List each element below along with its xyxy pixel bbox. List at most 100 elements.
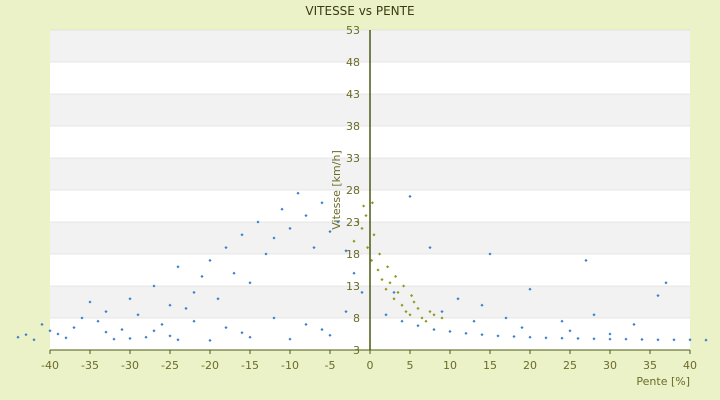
- data-point: [388, 281, 392, 285]
- data-points: [16, 191, 708, 342]
- x-tick-label: 35: [643, 359, 657, 372]
- x-tick-label: 10: [443, 359, 457, 372]
- data-point: [704, 338, 708, 342]
- data-point: [144, 335, 148, 339]
- data-point: [386, 265, 390, 269]
- data-point: [420, 316, 424, 320]
- data-point: [320, 327, 324, 332]
- data-point: [288, 226, 292, 230]
- data-point: [480, 333, 484, 337]
- data-point: [576, 336, 580, 341]
- data-point: [410, 294, 414, 298]
- data-point: [496, 334, 500, 338]
- y-tick-label: 3: [353, 344, 360, 357]
- x-tick-labels: -40 -35 -30 -25 -20 -15 -10 -5 0 5 10 15 20 25 30 35 40: [41, 350, 697, 372]
- y-axis-title: Vitesse [km/h]: [330, 150, 343, 230]
- data-point: [48, 329, 52, 333]
- data-point: [128, 336, 132, 341]
- x-tick-label: 20: [523, 359, 537, 372]
- data-point: [288, 337, 292, 341]
- data-point: [520, 326, 524, 330]
- data-point: [192, 319, 196, 323]
- data-point: [296, 191, 300, 195]
- data-point: [240, 331, 244, 335]
- data-point: [248, 335, 252, 339]
- x-tick-label: -25: [161, 359, 179, 372]
- data-point: [120, 327, 124, 332]
- data-point: [104, 330, 108, 334]
- data-point: [640, 337, 644, 341]
- x-tick-label: -10: [281, 359, 299, 372]
- data-point: [432, 327, 436, 332]
- data-point: [272, 316, 276, 320]
- data-point: [656, 338, 660, 342]
- data-point: [416, 324, 420, 328]
- data-point: [688, 338, 692, 342]
- data-point: [440, 310, 444, 314]
- data-point: [404, 310, 408, 314]
- chart-title: VITESSE vs PENTE: [305, 4, 414, 18]
- data-point: [416, 306, 420, 310]
- data-point: [544, 336, 548, 340]
- data-point: [184, 306, 188, 310]
- data-point: [376, 268, 380, 272]
- data-point: [400, 303, 404, 307]
- data-point: [568, 329, 572, 333]
- data-point: [384, 287, 388, 291]
- data-point: [584, 258, 588, 262]
- data-point: [464, 331, 468, 335]
- y-tick-label: 38: [346, 120, 360, 133]
- data-point: [432, 313, 436, 317]
- data-point: [656, 294, 660, 298]
- data-point: [380, 278, 384, 282]
- y-tick-label: 28: [346, 184, 360, 197]
- y-tick-label: 23: [346, 216, 360, 229]
- data-point: [528, 335, 532, 339]
- data-point: [208, 338, 212, 342]
- data-point: [560, 319, 564, 323]
- data-point: [408, 194, 412, 198]
- data-point: [224, 326, 228, 330]
- data-point: [528, 287, 532, 291]
- data-point: [424, 319, 428, 323]
- data-point: [400, 319, 404, 323]
- data-point: [240, 233, 244, 237]
- y-tick-label: 43: [346, 88, 360, 101]
- data-point: [428, 310, 432, 314]
- x-tick-label: 25: [563, 359, 577, 372]
- x-tick-label: 40: [683, 359, 697, 372]
- data-point: [392, 297, 396, 301]
- data-point: [168, 303, 172, 307]
- y-tick-label: 18: [346, 248, 360, 261]
- x-tick-label: -40: [41, 359, 59, 372]
- x-tick-label: -30: [121, 359, 139, 372]
- data-point: [472, 319, 476, 323]
- x-tick-label: 0: [367, 359, 374, 372]
- data-point: [360, 290, 364, 294]
- x-tick-label: -5: [325, 359, 336, 372]
- data-point: [448, 329, 452, 333]
- x-tick-label: -35: [81, 359, 99, 372]
- data-point: [352, 239, 356, 243]
- data-point: [394, 274, 398, 278]
- data-point: [280, 207, 284, 211]
- y-tick-label: 13: [346, 280, 360, 293]
- data-point: [408, 313, 412, 317]
- data-point: [360, 226, 364, 230]
- data-point: [480, 303, 484, 307]
- y-tick-label: 33: [346, 152, 360, 165]
- data-point: [224, 246, 228, 250]
- data-point: [592, 337, 596, 341]
- data-point: [412, 300, 416, 304]
- data-point: [352, 271, 356, 275]
- data-point: [672, 338, 676, 342]
- data-point: [664, 281, 668, 285]
- x-tick-label: -15: [241, 359, 259, 372]
- data-point: [440, 316, 444, 320]
- data-point: [232, 271, 236, 275]
- data-point: [344, 310, 348, 314]
- data-point: [624, 337, 628, 341]
- data-point: [192, 290, 196, 294]
